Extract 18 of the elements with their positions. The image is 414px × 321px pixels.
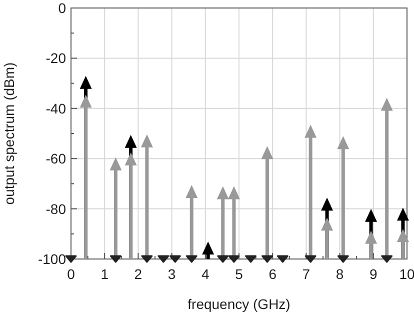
x-tick-label: 3 bbox=[168, 266, 176, 282]
x-tick-label: 9 bbox=[370, 266, 378, 282]
x-tick-label: 4 bbox=[202, 266, 210, 282]
x-tick-label: 8 bbox=[336, 266, 344, 282]
y-tick-label: 0 bbox=[58, 0, 66, 16]
x-tick-label: 1 bbox=[100, 266, 109, 282]
x-tick-label: 7 bbox=[302, 266, 310, 282]
x-tick-label: 2 bbox=[134, 266, 142, 282]
y-tick-label: -60 bbox=[46, 150, 66, 167]
x-axis-title: frequency (GHz) bbox=[188, 296, 290, 312]
y-tick-label: -40 bbox=[46, 100, 66, 116]
x-tick-label: 6 bbox=[268, 266, 277, 282]
y-tick-label: -80 bbox=[46, 200, 66, 217]
y-tick-label: -100 bbox=[38, 251, 66, 267]
y-axis-title: output spectrum (dBm) bbox=[1, 62, 17, 205]
x-tick-label: 10 bbox=[399, 266, 414, 282]
y-tick-label: -20 bbox=[46, 50, 66, 66]
x-tick-label: 5 bbox=[235, 266, 244, 282]
